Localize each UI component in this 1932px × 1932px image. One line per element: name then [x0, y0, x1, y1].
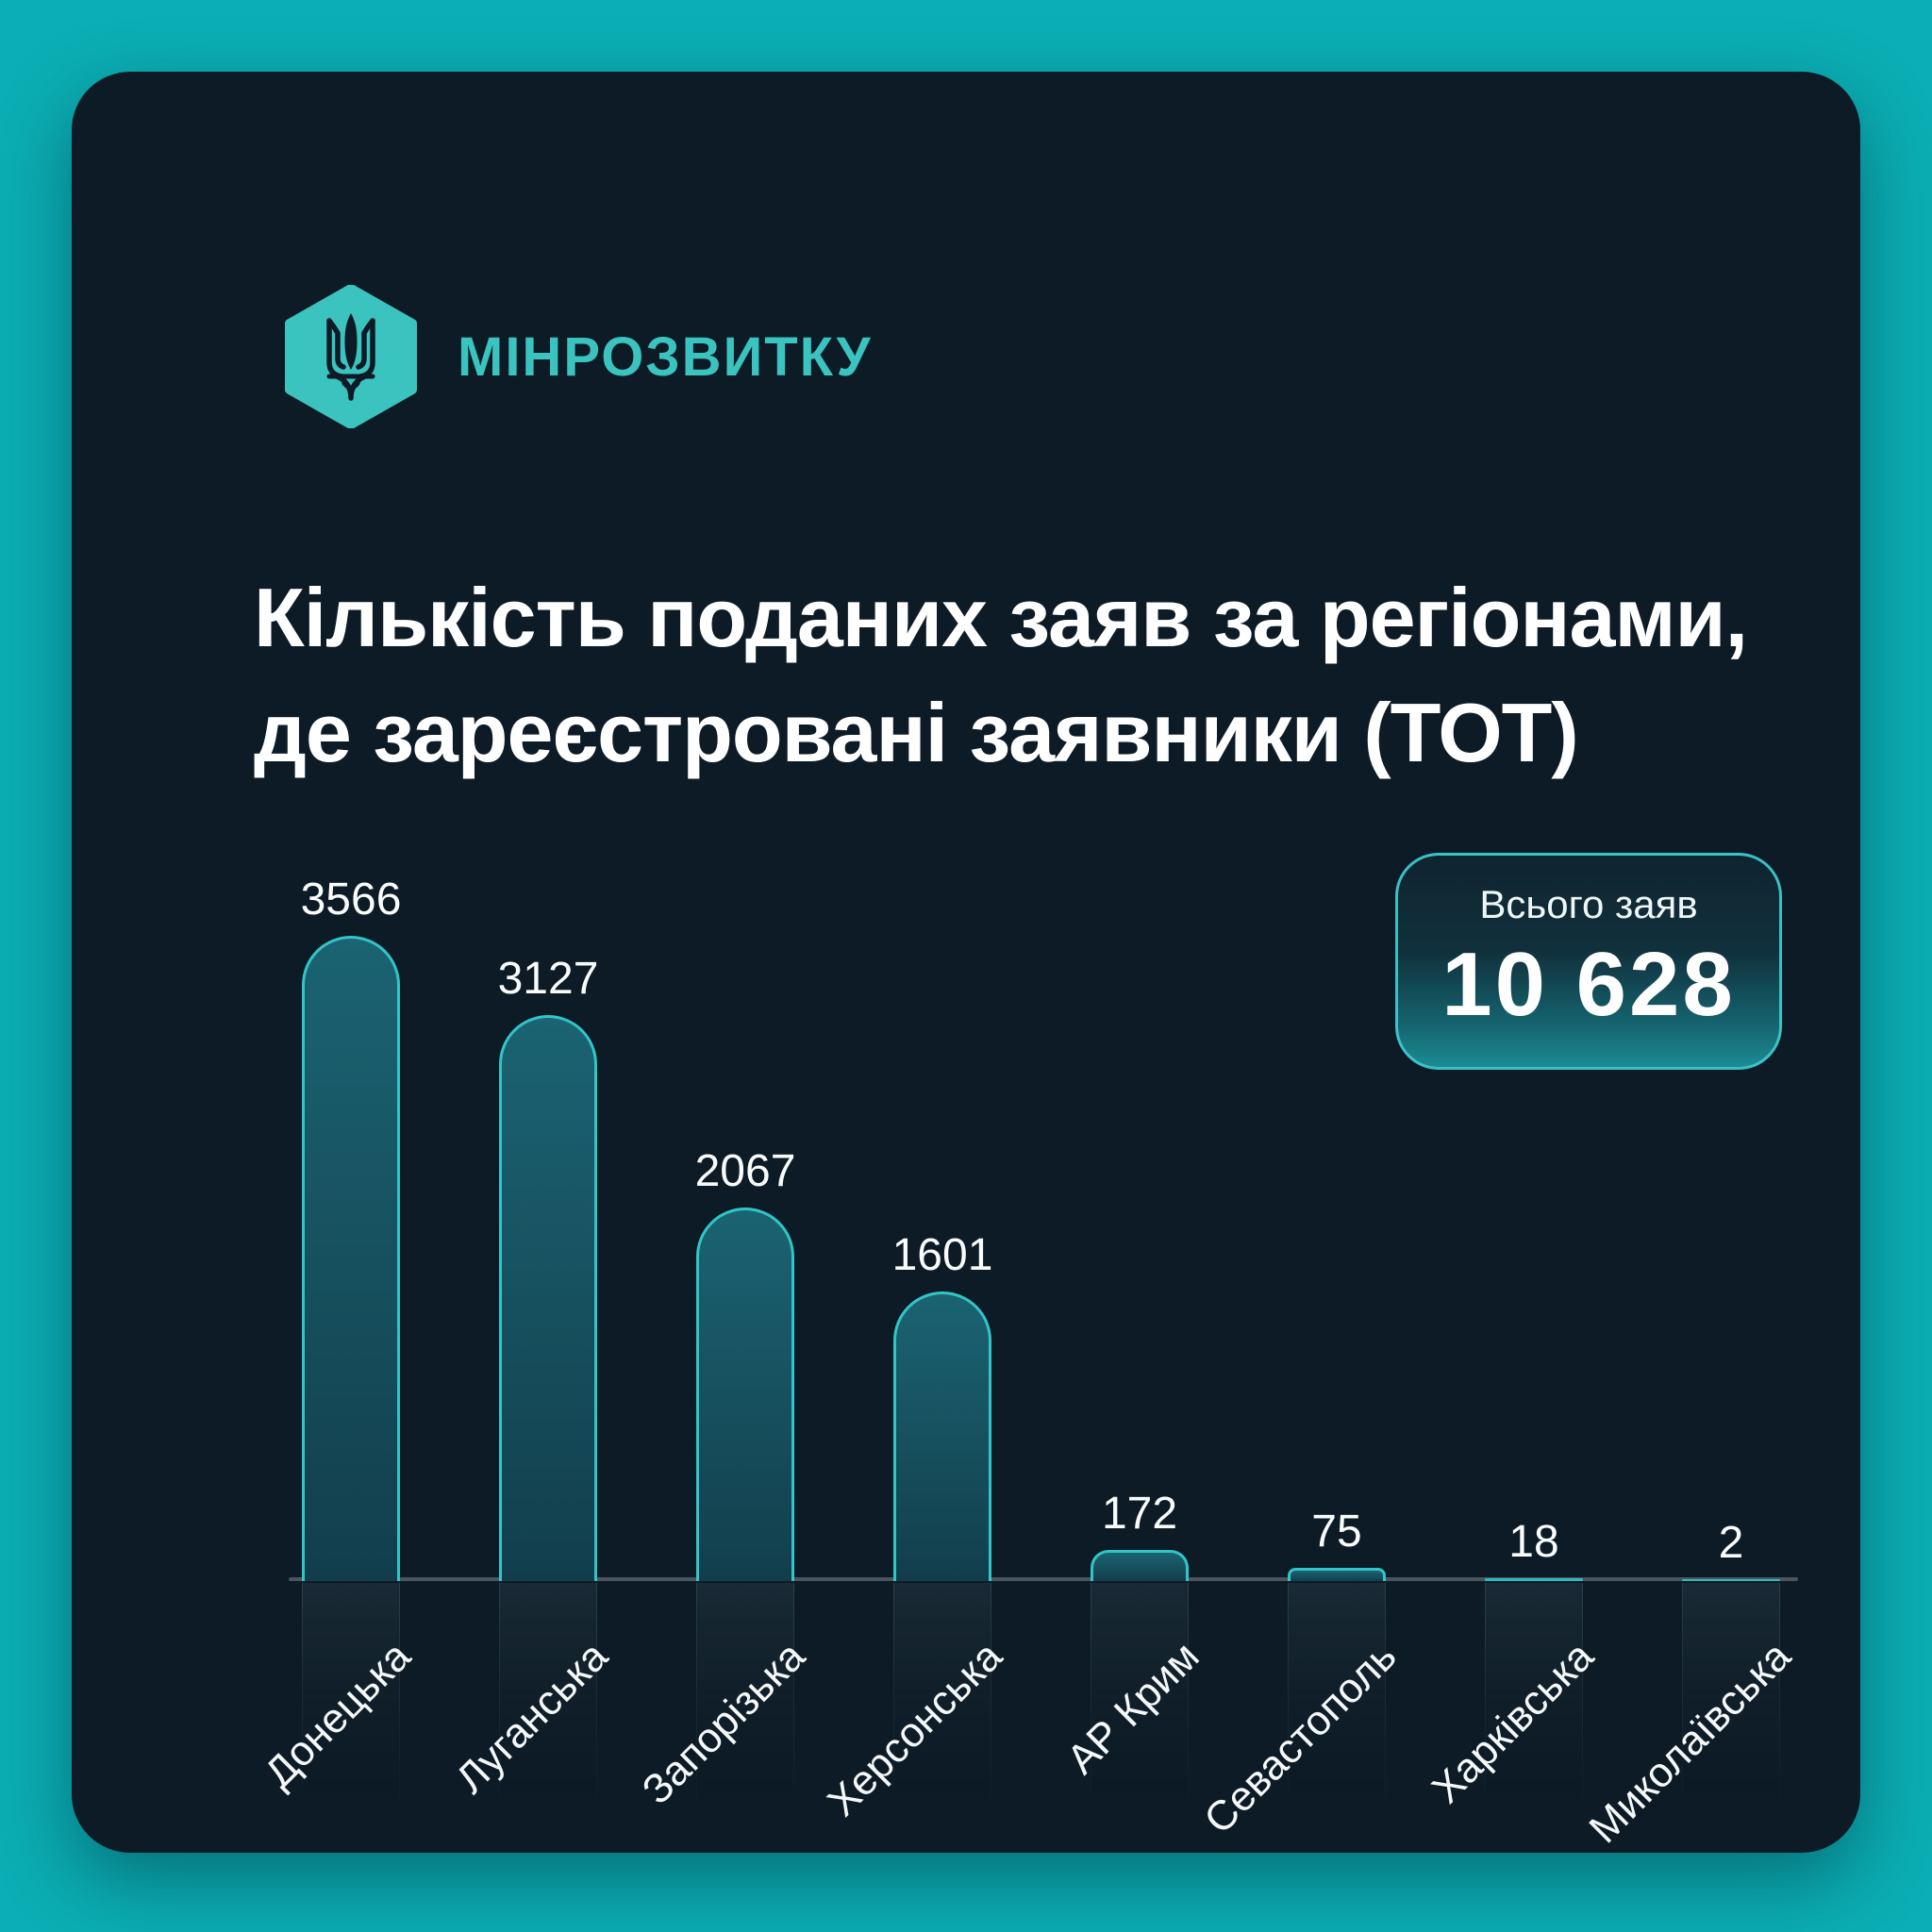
bar: [1485, 1578, 1583, 1581]
total-value: 10 628: [1441, 934, 1736, 1035]
bar-value-label: 2067: [694, 1146, 796, 1196]
bar-chart: 3566 Донецька 3127 Луганська 2067 Запорізька 1…: [72, 72, 1932, 1932]
tryzub-icon: [326, 313, 375, 401]
ghost-column: [1091, 1583, 1189, 1819]
chart-title: Кількість поданих заяв за регіонами, де з…: [254, 560, 1748, 791]
bar-value-label: 3566: [300, 874, 402, 924]
infographic-card: МІНРОЗВИТКУ Кількість поданих заяв за ре…: [72, 72, 1860, 1853]
ghost-column: [696, 1583, 794, 1819]
brand-header: МІНРОЗВИТКУ: [284, 285, 873, 428]
ghost-column: [1682, 1583, 1780, 1819]
brand-name: МІНРОЗВИТКУ: [458, 325, 873, 388]
ghost-column: [1485, 1583, 1583, 1819]
total-applications-card: Всього заяв 10 628: [1395, 853, 1782, 1070]
bar: [1288, 1568, 1386, 1581]
bar-value-label: 172: [1101, 1489, 1178, 1539]
bar: [696, 1208, 794, 1581]
ghost-column: [302, 1583, 400, 1819]
ministry-logo-hexagon-icon: [285, 285, 417, 428]
ghost-column: [1288, 1583, 1386, 1819]
bar-value-label: 2: [1718, 1518, 1744, 1568]
bar-value-label: 18: [1508, 1517, 1559, 1567]
bar: [1091, 1550, 1189, 1581]
chart-title-line2: де зареєстровані заявники (ТОТ): [254, 686, 1579, 779]
total-label: Всього заяв: [1479, 882, 1698, 926]
bar: [1682, 1579, 1780, 1581]
bar-value-label: 1601: [891, 1230, 993, 1280]
ghost-column: [893, 1583, 991, 1819]
bar: [893, 1291, 991, 1581]
bar: [302, 936, 400, 1581]
chart-title-line1: Кількість поданих заяв за регіонами,: [254, 571, 1748, 664]
ghost-column: [499, 1583, 597, 1819]
bar-value-label: 3127: [497, 954, 599, 1004]
bar-value-label: 75: [1311, 1507, 1362, 1557]
x-axis-line: [289, 1577, 1798, 1581]
bar: [499, 1015, 597, 1581]
